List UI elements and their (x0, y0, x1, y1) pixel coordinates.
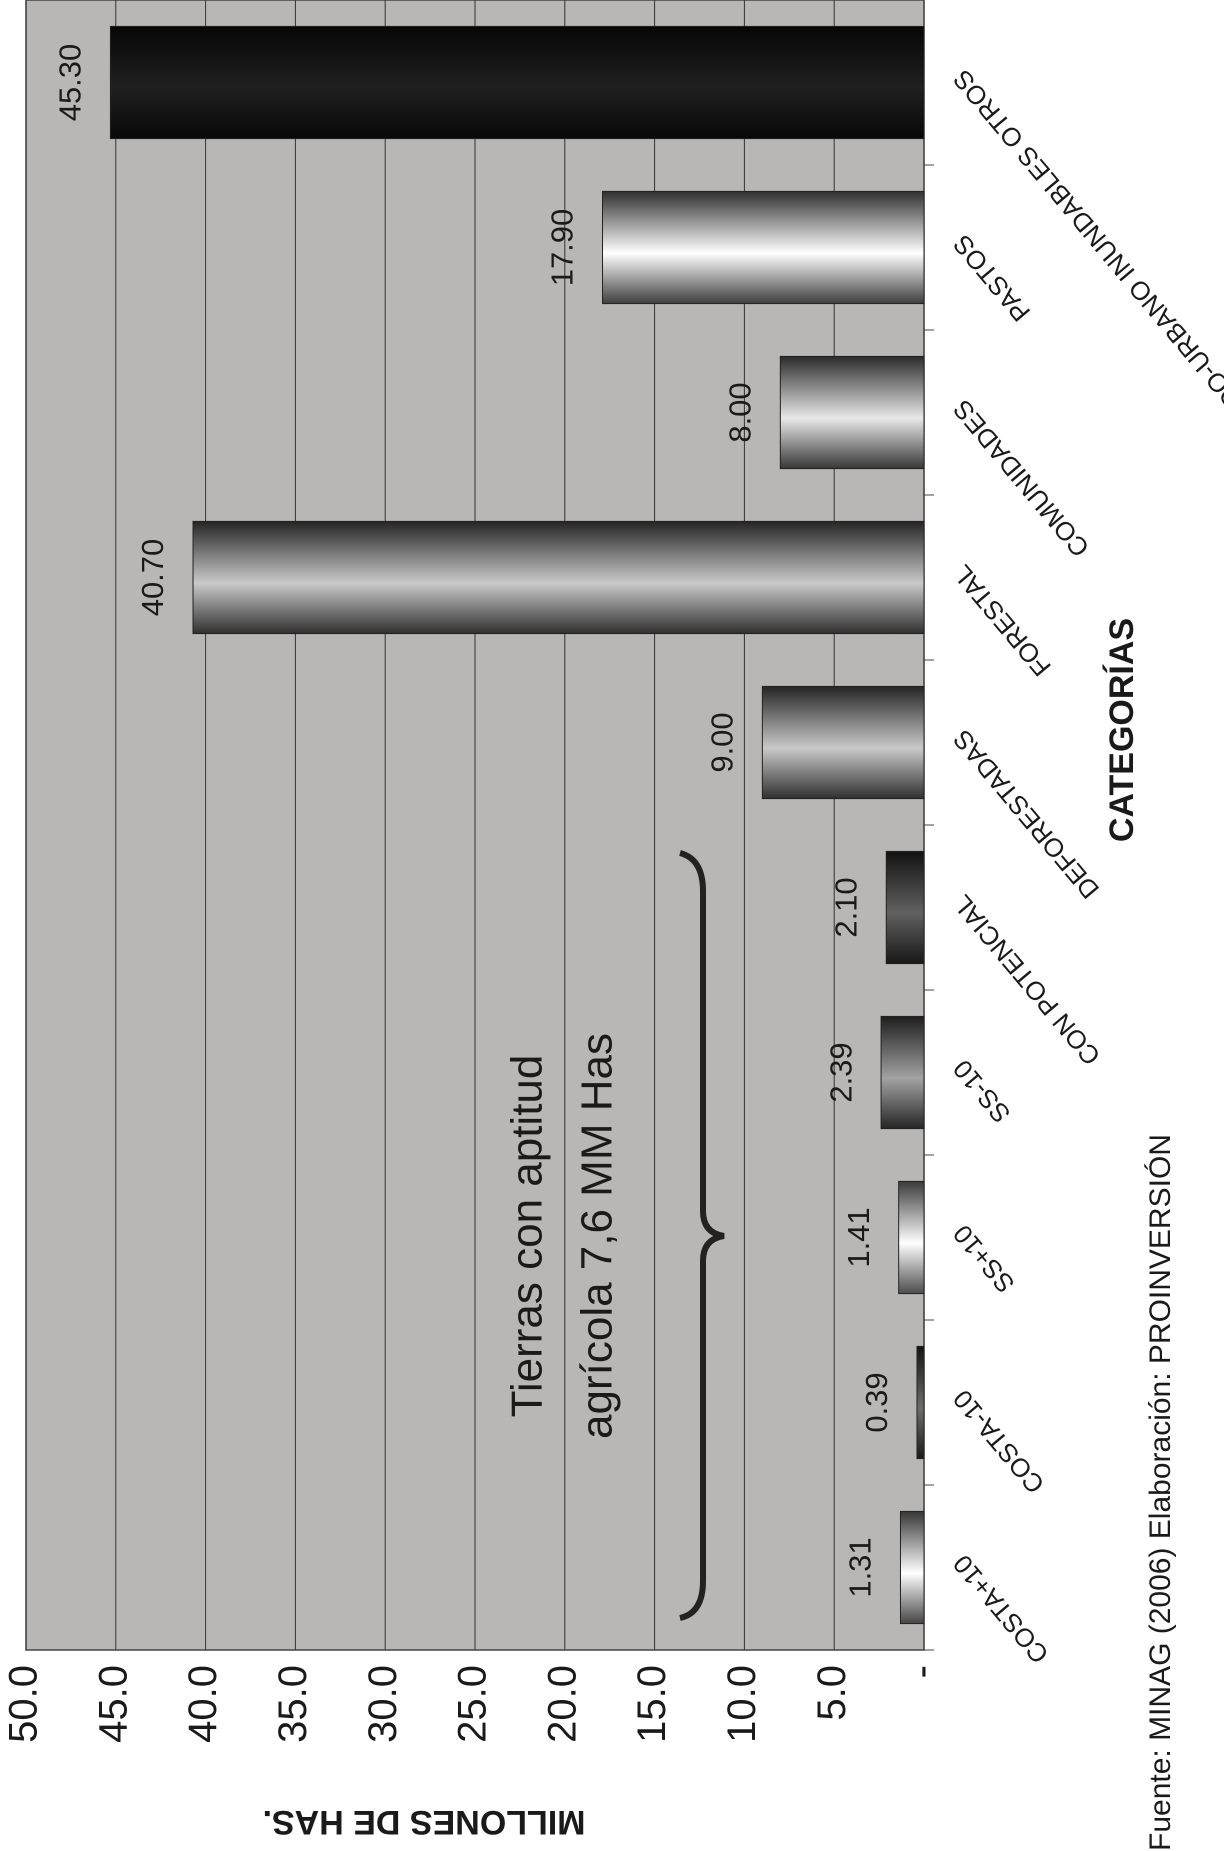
x-tick-label: PASTOS (947, 229, 1036, 327)
y-tick-label: 45.0 (91, 1665, 135, 1743)
bar (880, 1015, 925, 1130)
value-label: 9.00 (705, 712, 740, 772)
bar (109, 25, 925, 140)
y-tick-label: - (900, 1665, 944, 1678)
annotation: Tierras con aptitud (503, 1055, 552, 1418)
bar (898, 1180, 925, 1295)
value-label: 2.39 (823, 1042, 858, 1102)
bar (916, 1345, 925, 1460)
value-label: 8.00 (723, 382, 758, 442)
x-tick-label: DEFORESTADAS (947, 724, 1105, 904)
x-tick-label: COMUNIDADES (947, 394, 1095, 563)
y-tick-label: 15.0 (630, 1665, 674, 1743)
bar (779, 355, 925, 470)
value-label: 45.30 (53, 44, 88, 122)
value-label: 1.41 (841, 1207, 876, 1267)
annotation-brace (679, 850, 725, 1621)
bar (899, 1510, 925, 1625)
y-tick-label: 40.0 (181, 1665, 225, 1743)
value-label: 0.39 (859, 1372, 894, 1432)
x-tick-label: COSTA-10 (947, 1384, 1050, 1499)
x-tick-label: SS-10 (947, 1054, 1016, 1129)
bar (761, 685, 925, 800)
y-tick-label: 25.0 (451, 1665, 495, 1743)
x-tick-label: COSTA+10 (947, 1549, 1055, 1669)
y-tick-label: 20.0 (540, 1665, 584, 1743)
y-tick-label: 35.0 (271, 1665, 315, 1743)
value-label: 2.10 (828, 877, 863, 937)
x-axis-title: CATEGORÍAS (1103, 618, 1141, 842)
value-label: 40.70 (135, 539, 170, 617)
y-tick-label: 50.0 (2, 1665, 46, 1743)
x-tick-label: CON POTENCIAL (947, 889, 1106, 1071)
y-tick-label: 5.0 (810, 1665, 854, 1721)
y-tick-label: 10.0 (720, 1665, 764, 1743)
bar (885, 850, 925, 965)
value-label: 17.90 (545, 209, 580, 287)
x-tick-label: SS+10 (947, 1219, 1021, 1299)
bar (602, 190, 925, 305)
x-tick-label: FORESTAL (947, 559, 1057, 682)
source-note: Fuente: MINAG (2006) Elaboración: PROINV… (1144, 1134, 1177, 1851)
bar (192, 520, 925, 635)
y-tick-label: 30.0 (361, 1665, 405, 1743)
y-axis-title: MILLONES DE HAS. (262, 1803, 585, 1841)
value-label: 1.31 (843, 1537, 878, 1597)
annotation: agrícola 7,6 MM Has (573, 1033, 622, 1439)
